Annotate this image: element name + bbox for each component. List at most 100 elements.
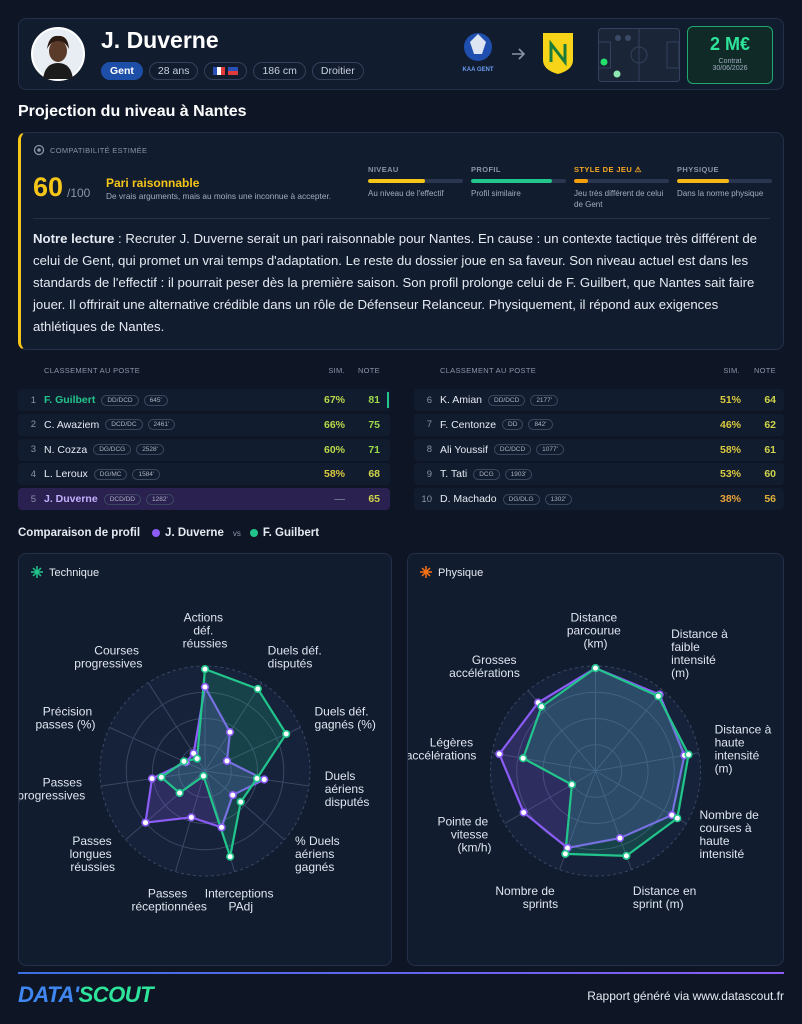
sim-header: SIM. bbox=[328, 366, 345, 375]
legend-dot bbox=[152, 529, 161, 537]
player-name: F. Guilbert bbox=[44, 394, 96, 406]
rank: 5 bbox=[30, 493, 36, 505]
position: DG/MC bbox=[93, 468, 128, 480]
radar-chart: Physique Distance parcourue (km) Distance … bbox=[406, 566, 775, 911]
axis-label: Duels aériens disputés bbox=[325, 769, 370, 809]
minutes: 842' bbox=[528, 419, 553, 431]
note: 61 bbox=[764, 443, 776, 456]
note-header: NOTE bbox=[357, 366, 380, 375]
reading-text: : Recruter J. Duverne serait un pari rai… bbox=[33, 231, 758, 334]
radar-card: Technique Actions déf. réussies Duels déf.… bbox=[17, 553, 392, 966]
minutes: 1282' bbox=[145, 493, 174, 505]
radar-chart: Technique Actions déf. réussies Duels déf.… bbox=[17, 566, 376, 913]
axis-label: % Duels aériens gagnés bbox=[295, 834, 343, 874]
radar-point bbox=[567, 780, 576, 789]
radar-point bbox=[622, 851, 631, 860]
axis-label: Passes longues réussies bbox=[70, 834, 115, 874]
foot-tag: Droitier bbox=[311, 62, 364, 80]
note: 75 bbox=[368, 418, 380, 431]
radar-point bbox=[157, 773, 166, 782]
radar-card: Physique Distance parcourue (km) Distance … bbox=[406, 553, 784, 966]
criterion-bar bbox=[677, 179, 730, 183]
legend-dot bbox=[249, 529, 258, 537]
pitch-box bbox=[598, 41, 611, 69]
spoke bbox=[174, 770, 206, 872]
minutes: 2528' bbox=[136, 444, 164, 456]
criterion-note: Jeu très différent de celui de Gent bbox=[574, 189, 664, 209]
radar-point bbox=[495, 749, 504, 759]
radar-point bbox=[200, 665, 210, 674]
radar-point bbox=[654, 692, 663, 701]
logo-part: SCOUT bbox=[78, 982, 154, 1007]
similarity: 58% bbox=[323, 468, 345, 481]
criterion-bar bbox=[471, 179, 552, 183]
footer-logo: DATA'SCOUT bbox=[18, 982, 154, 1008]
icon-shape bbox=[31, 566, 43, 578]
axis-label: Grosses accélérations bbox=[449, 653, 520, 680]
position: DD/DCD bbox=[488, 394, 526, 406]
player-name: L. Leroux bbox=[44, 468, 88, 481]
criterion-note: Profil similaire bbox=[471, 189, 521, 198]
axis-label: Légères accélérations bbox=[408, 735, 476, 762]
spoke bbox=[595, 690, 664, 772]
contract-label: Contrat bbox=[718, 58, 742, 65]
position: DD bbox=[502, 419, 524, 431]
criterion-note: Au niveau de l'effectif bbox=[368, 189, 444, 198]
radar-point bbox=[591, 663, 600, 673]
spoke bbox=[504, 770, 596, 824]
sim-header: SIM. bbox=[723, 366, 740, 375]
player-name: N. Cozza bbox=[44, 443, 88, 456]
position: DG/DCG bbox=[93, 444, 132, 456]
score-max: /100 bbox=[67, 186, 91, 200]
transfer-logos: KAA GENT bbox=[462, 33, 573, 74]
criterion-label: PHYSIQUE bbox=[677, 165, 719, 174]
similarity: 51% bbox=[719, 394, 741, 406]
criterion-track bbox=[471, 179, 566, 183]
avatar bbox=[31, 27, 85, 81]
legend-name: F. Guilbert bbox=[262, 527, 320, 539]
criterion-track bbox=[677, 179, 772, 183]
axis-label: Distance à faible intensité (m) bbox=[671, 627, 731, 680]
radar-point bbox=[222, 756, 232, 766]
player-name: D. Machado bbox=[440, 493, 497, 506]
spoke bbox=[125, 770, 206, 841]
radar-area bbox=[521, 666, 690, 857]
note: 71 bbox=[368, 443, 380, 456]
pitch-dot-main bbox=[600, 58, 608, 66]
club-tag: Gent bbox=[101, 62, 143, 80]
avatar-face bbox=[49, 40, 67, 62]
minutes: 2461' bbox=[147, 419, 176, 431]
radar-point bbox=[200, 682, 210, 692]
radar-point bbox=[561, 849, 570, 858]
note: 65 bbox=[368, 493, 380, 506]
tags: Gent 28 ans 186 cm Droitier bbox=[101, 62, 370, 80]
ranking-row: 1 F. Guilbert DD/DCD 645' 67% 81 bbox=[18, 389, 390, 411]
rank: 9 bbox=[426, 468, 432, 480]
position: DC/DCD bbox=[493, 444, 532, 456]
arrow bbox=[512, 48, 526, 60]
spoke bbox=[204, 682, 263, 772]
card-title: Physique bbox=[438, 567, 483, 579]
vs: vs bbox=[232, 528, 241, 538]
axis-label: Passes réceptionnées bbox=[132, 886, 207, 913]
minutes: 645' bbox=[143, 394, 168, 406]
note: 62 bbox=[764, 418, 776, 431]
card-icon bbox=[420, 566, 432, 578]
criterion-label: NIVEAU bbox=[368, 165, 399, 174]
note: 68 bbox=[368, 468, 380, 481]
gent-logo-mark bbox=[470, 34, 486, 54]
radar-point bbox=[537, 702, 546, 711]
radar-point bbox=[615, 833, 625, 843]
compat-card bbox=[18, 132, 784, 350]
rank: 7 bbox=[426, 419, 432, 431]
radar-point bbox=[684, 750, 693, 759]
player-name: J. Duverne bbox=[101, 27, 219, 53]
footer-text: Rapport généré via www.datascout.fr bbox=[587, 989, 784, 1003]
axis-label: Distance parcourue (km) bbox=[567, 611, 624, 651]
gent-logo-text: KAA GENT bbox=[462, 67, 493, 73]
row-marker bbox=[387, 392, 389, 408]
radar-point bbox=[260, 775, 269, 784]
value-box: 2 M€ Contrat 30/06/2026 bbox=[687, 26, 773, 84]
radar-point bbox=[199, 771, 208, 781]
criterion-label: STYLE DE JEU ⚠ bbox=[574, 165, 642, 174]
